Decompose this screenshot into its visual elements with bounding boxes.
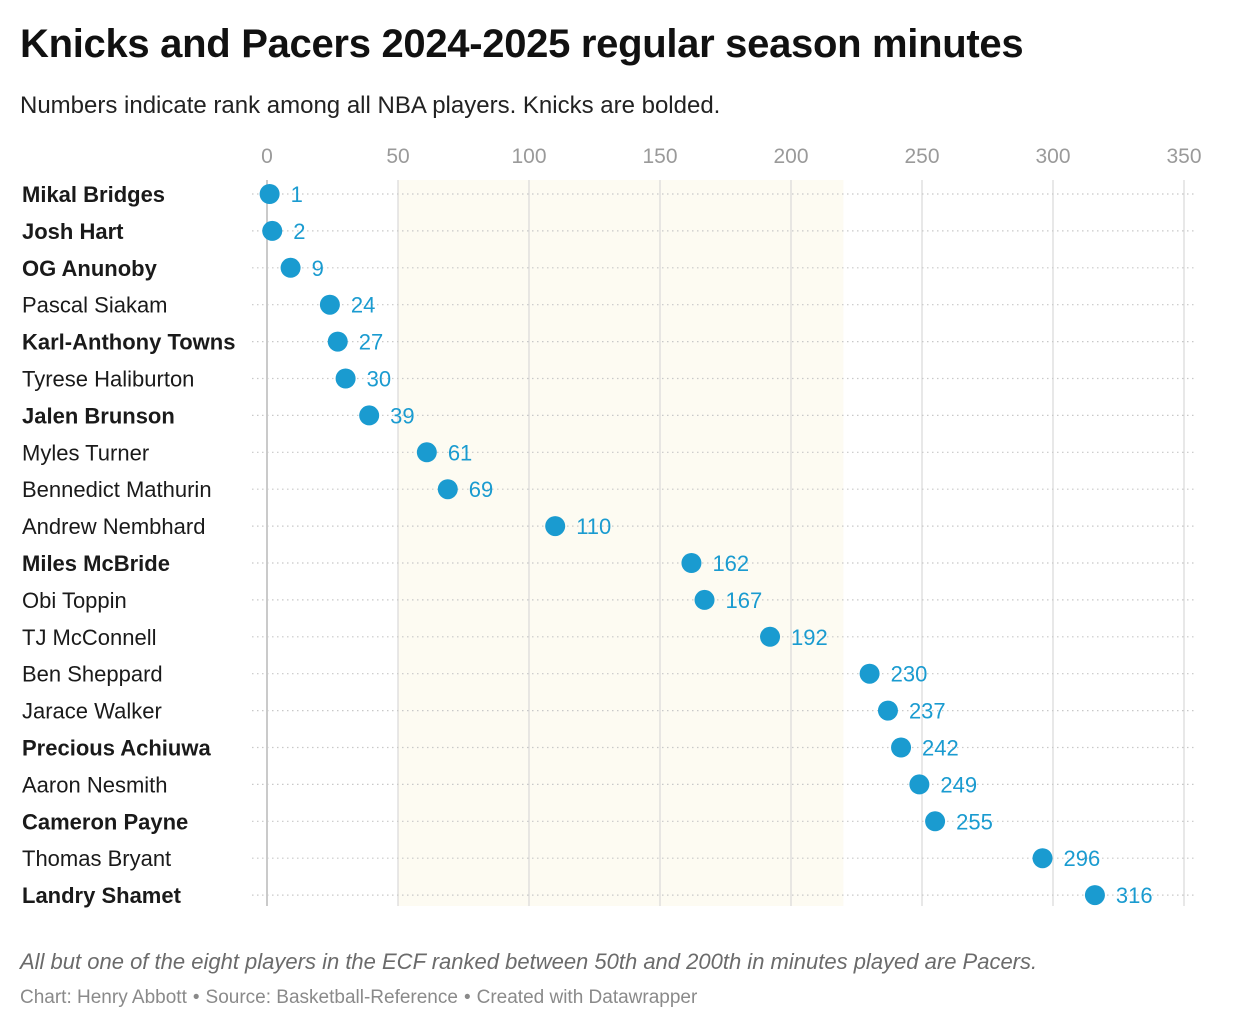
player-name-label: Tyrese Haliburton [22,367,194,392]
data-point [760,626,781,647]
data-point [909,774,930,795]
player-name-label: Andrew Nembhard [22,514,205,539]
player-name-label: Cameron Payne [22,809,188,834]
data-label: 1 [291,182,303,207]
credit-separator: • [192,987,200,1008]
player-name-label: Myles Turner [22,440,149,465]
data-label: 192 [791,625,828,650]
player-name-label: TJ McConnell [22,625,156,650]
data-point [437,479,458,500]
player-name-label: Pascal Siakam [22,293,168,318]
player-name-label: Ben Sheppard [22,662,163,687]
data-label: 69 [469,477,493,502]
player-name-label: Josh Hart [22,219,124,244]
data-point [416,442,437,463]
data-label: 162 [712,551,749,576]
data-point [335,368,356,389]
highlight-band [398,180,844,906]
data-label: 167 [726,588,763,613]
data-points: 1 29 24 27 30 39 61 69 110 162 167 192 230 237 242 249 2… [259,182,1153,908]
chart-title: Knicks and Pacers 2024-2025 regular seas… [20,22,1024,66]
chart-credits: Chart: Henry Abbott • Source: Basketball-R… [20,987,697,1009]
data-point [1084,885,1105,906]
chart-note: All but one of the eight players in the … [20,949,1038,974]
credit-tool: Created with Datawrapper [476,987,698,1008]
credit-source: Source: Basketball-Reference [205,987,458,1008]
credit-separator: • [463,987,471,1008]
data-point [1032,848,1053,869]
data-label: 230 [891,662,928,687]
player-name-label: Landry Shamet [22,883,182,908]
data-point [681,553,702,573]
highlight-band-layer [398,180,844,906]
player-name-label: Thomas Bryant [22,846,171,871]
player-name-label: OG Anunoby [22,256,158,281]
x-axis-ticks: 0 50 100 150 200 250 300 350 [261,145,1201,168]
player-name-label: Obi Toppin [22,588,127,613]
player-name-label: Bennedict Mathurin [22,477,212,502]
data-point [877,700,898,721]
data-point [545,516,566,537]
data-point [925,811,946,832]
player-labels: Mikal Bridges Josh Hart OG Anunoby Pascal S… [22,182,235,908]
credit-author: Chart: Henry Abbott [20,987,187,1008]
data-point [280,257,301,278]
data-label: 237 [909,699,946,724]
player-name-label: Mikal Bridges [22,182,165,207]
data-point [259,184,280,204]
x-tick-label: 0 [261,145,273,168]
x-tick-label: 250 [904,145,939,168]
player-name-label: Miles McBride [22,551,170,576]
data-label: 255 [956,809,993,834]
x-tick-label: 300 [1035,145,1070,168]
data-point [891,737,912,758]
chart-subtitle: Numbers indicate rank among all NBA play… [20,92,721,119]
player-name-label: Jalen Brunson [22,403,175,428]
x-tick-label: 150 [642,145,677,168]
player-name-label: Aaron Nesmith [22,772,168,797]
data-label: 110 [576,514,611,539]
data-label: 242 [922,736,959,761]
data-label: 61 [448,440,472,465]
data-point [319,294,340,315]
x-tick-label: 100 [511,145,546,168]
data-label: 2 [293,219,305,244]
x-tick-label: 200 [773,145,808,168]
x-tick-label: 350 [1166,145,1201,168]
data-label: 27 [359,330,383,355]
data-point [859,663,880,684]
grid-layer [252,180,1196,906]
data-label: 9 [312,256,324,281]
data-label: 249 [940,772,977,797]
player-name-label: Karl-Anthony Towns [22,330,235,355]
data-label: 24 [351,293,375,318]
data-label: 316 [1116,883,1153,908]
x-tick-label: 50 [386,145,409,168]
data-point [327,331,348,352]
data-point [694,589,715,610]
data-point [262,220,283,241]
data-label: 39 [390,403,414,428]
player-name-label: Precious Achiuwa [22,736,211,761]
player-name-label: Jarace Walker [22,699,162,724]
data-label: 30 [367,367,391,392]
data-label: 296 [1064,846,1101,871]
data-point [359,405,380,426]
